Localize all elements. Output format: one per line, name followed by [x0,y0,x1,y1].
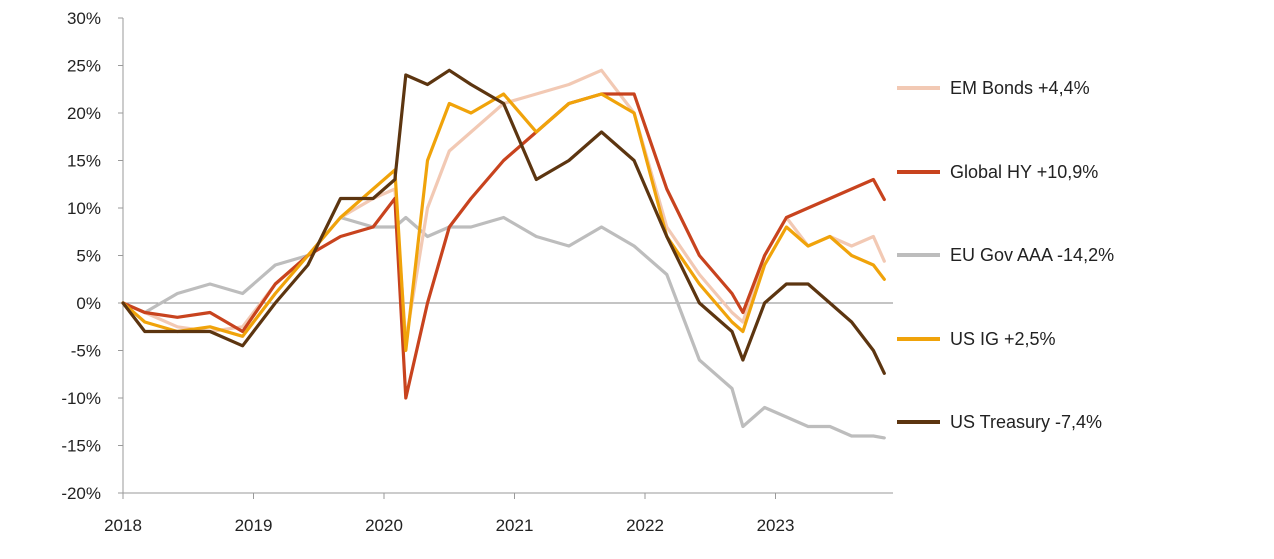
legend-label-0: EM Bonds +4,4% [950,78,1090,98]
axes: 30% 25% 20% 15% 10% 5% 0% -5% -10% -15% -20%2018 20… [61,9,893,535]
series-line-3 [121,92,886,353]
legend-label-3: US IG +2,5% [950,329,1056,349]
y-tick-label: 25% [67,57,101,76]
series-line-4 [121,68,886,375]
y-tick-label: 20% [67,104,101,123]
x-tick-label: 2020 [365,516,403,535]
x-tick-label: 2021 [496,516,534,535]
y-tick-label: 30% [67,9,101,28]
y-tick-label: -10% [61,389,101,408]
legend-label-4: US Treasury -7,4% [950,412,1102,432]
x-tick-label: 2023 [757,516,795,535]
x-tick-label: 2019 [235,516,273,535]
y-tick-label: 10% [67,199,101,218]
legend-label-1: Global HY +10,9% [950,162,1098,182]
x-tick-label: 2022 [626,516,664,535]
y-tick-label: -5% [71,342,101,361]
series-lines [121,68,886,440]
series-line-1 [121,92,886,400]
series-line-0 [121,68,886,343]
series-line-2 [121,215,886,440]
x-tick-label: 2018 [104,516,142,535]
legend-label-2: EU Gov AAA -14,2% [950,245,1114,265]
legend: EM Bonds +4,4% Global HY +10,9% EU Gov AAA… [897,78,1114,432]
y-tick-label: 5% [76,247,101,266]
y-tick-label: 0% [76,294,101,313]
y-tick-label: 15% [67,152,101,171]
y-tick-label: -20% [61,484,101,503]
y-tick-label: -15% [61,437,101,456]
